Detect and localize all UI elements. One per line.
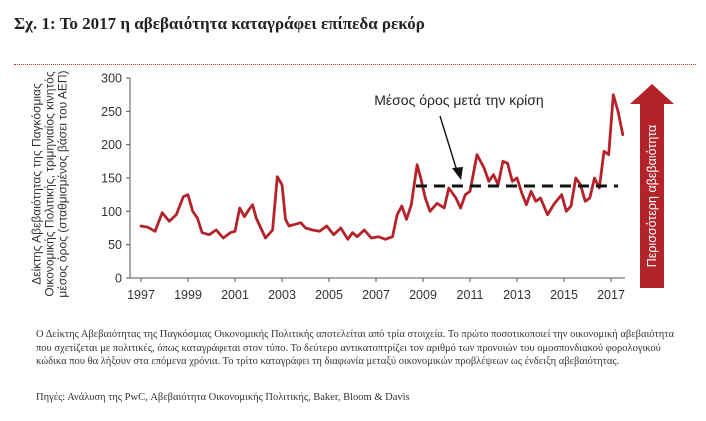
x-tick-label: 2009 [409,288,437,302]
post-crisis-average-label: Μέσος όρος μετά την κρίση [374,92,543,108]
y-tick-label: 150 [101,172,122,186]
y-tick-label: 200 [101,138,122,152]
x-tick-label: 2015 [550,288,578,302]
chart-title: Σχ. 1: Το 2017 η αβεβαιότητα καταγράφει … [14,14,425,33]
y-tick-label: 300 [101,72,122,86]
x-tick-label: 1997 [127,288,155,302]
y-tick-label: 250 [101,105,122,119]
y-tick-label: 100 [101,205,122,219]
x-tick-label: 2013 [503,288,531,302]
x-axis-ticks: 1997 1999 2001 2003 2005 2007 2009 2011 2013 2015… [127,278,625,302]
x-tick-label: 1999 [174,288,202,302]
y-tick-label: 50 [108,238,122,252]
y-tick-label: 0 [115,272,122,286]
y-axis-label: Δείκτης Αβεβαιότητας της Παγκόσμιας Οικο… [29,70,70,298]
annotation-arrow [439,115,463,180]
x-tick-label: 2001 [221,288,249,302]
more-uncertainty-label: Περισσότερη αβεβαιότητα [645,125,659,268]
x-tick-label: 2007 [362,288,390,302]
x-tick-label: 2017 [597,288,625,302]
figure-caption: Ο Δείκτης Αβεβαιότητας της Παγκόσμιας Οι… [36,329,674,367]
y-axis-ticks: 0 50 100 150 200 250 300 [101,72,130,286]
title-divider [14,64,696,65]
x-tick-label: 2011 [457,288,484,302]
x-tick-label: 2005 [315,288,343,302]
figure-source: Πηγές: Ανάλυση της PwC, Αβεβαιότητα Οικο… [36,392,410,403]
uncertainty-line-chart: 0 50 100 150 200 250 300 1997 1999 2001 2003 2005 2… [101,72,674,302]
x-tick-label: 2003 [268,288,296,302]
more-uncertainty-arrow: Περισσότερη αβεβαιότητα [630,84,674,288]
series-line [139,93,625,241]
